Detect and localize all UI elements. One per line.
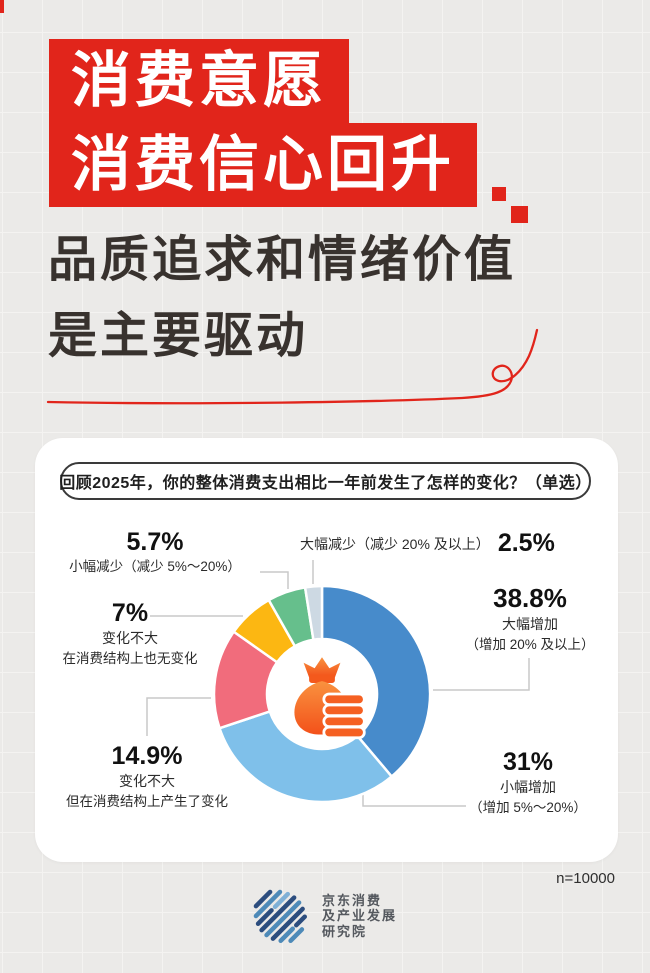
label-detail: （减少 20% 及以上） (356, 535, 490, 552)
donut-segment (303, 584, 324, 641)
coin-stack-icon (322, 692, 366, 740)
label-text: 大幅减少 (300, 535, 356, 552)
money-bag-icon (294, 657, 366, 740)
logo-text-line1: 京东消费 (322, 892, 383, 908)
label-increase-large: 38.8% 大幅增加 （增加 20% 及以上） (440, 583, 620, 655)
corner-accent-mark (0, 0, 4, 13)
banner-title-line2: 消费信心回升 (49, 123, 477, 207)
label-detail: 但在消费结构上产生了变化 (66, 793, 228, 809)
label-text: 小幅增加 (500, 778, 556, 795)
label-decrease-large: 大幅减少（减少 20% 及以上） 2.5% (300, 529, 590, 559)
value-increase-small: 31% (502, 748, 554, 776)
donut-segment (320, 584, 432, 778)
label-decrease-small: 5.7% 小幅减少（减少 5%～20%） (55, 528, 255, 577)
sample-size-note: n=10000 (556, 870, 615, 887)
value-no-change-new: 14.9% (111, 742, 183, 770)
value-decrease-large: 2.5% (497, 529, 555, 557)
subtitle-heading: 品质追求和情绪价值 是主要驱动 (48, 222, 516, 374)
banner-title-line1-text: 消费意愿 (71, 47, 327, 114)
subtitle-line2: 是主要驱动 (48, 309, 309, 363)
value-decrease-small: 5.7% (126, 528, 184, 556)
pixel-decoration-square (511, 206, 528, 223)
label-no-change-same-structure: 7% 变化不大 在消费结构上也无变化 (45, 599, 215, 669)
logo-text-line3: 研究院 (322, 923, 368, 939)
label-detail: （增加 5%～20%） (469, 799, 587, 815)
logo-text: 京东消费 及产业发展 研究院 (322, 893, 397, 940)
question-text: 回顾2025年，你的整体消费支出相比一年前发生了怎样的变化？（单选） (59, 475, 592, 492)
value-increase-large: 38.8% (493, 583, 567, 613)
label-connector-lines (146, 560, 530, 807)
subtitle-line1: 品质追求和情绪价值 (48, 233, 517, 287)
jd-institute-logo-icon (253, 889, 307, 943)
pixel-decoration-square (492, 187, 506, 201)
label-detail: （减少 5%～20%） (123, 558, 241, 574)
label-text: 小幅减少 (69, 558, 124, 574)
label-text: 变化不大 (102, 629, 158, 646)
donut-segment (218, 710, 393, 804)
red-squiggle-underline-icon (46, 328, 539, 405)
logo-text-line2: 及产业发展 (322, 908, 398, 924)
donut-chart (212, 584, 432, 804)
footer-logo: 京东消费 及产业发展 研究院 (250, 884, 397, 948)
label-no-change-new-structure: 14.9% 变化不大 但在消费结构上产生了变化 (52, 742, 242, 812)
label-text: 变化不大 (119, 772, 175, 789)
label-detail: 在消费结构上也无变化 (62, 650, 198, 666)
banner-title-line2-text: 消费信心回升 (71, 131, 455, 198)
label-increase-small: 31% 小幅增加 （增加 5%～20%） (438, 748, 618, 818)
label-detail: （增加 20% 及以上） (465, 636, 595, 652)
question-pill: 回顾2025年，你的整体消费支出相比一年前发生了怎样的变化？（单选） (59, 462, 592, 500)
value-no-change-same: 7% (111, 599, 149, 627)
banner-title-line1: 消费意愿 (49, 39, 349, 123)
label-text: 大幅增加 (502, 615, 558, 632)
